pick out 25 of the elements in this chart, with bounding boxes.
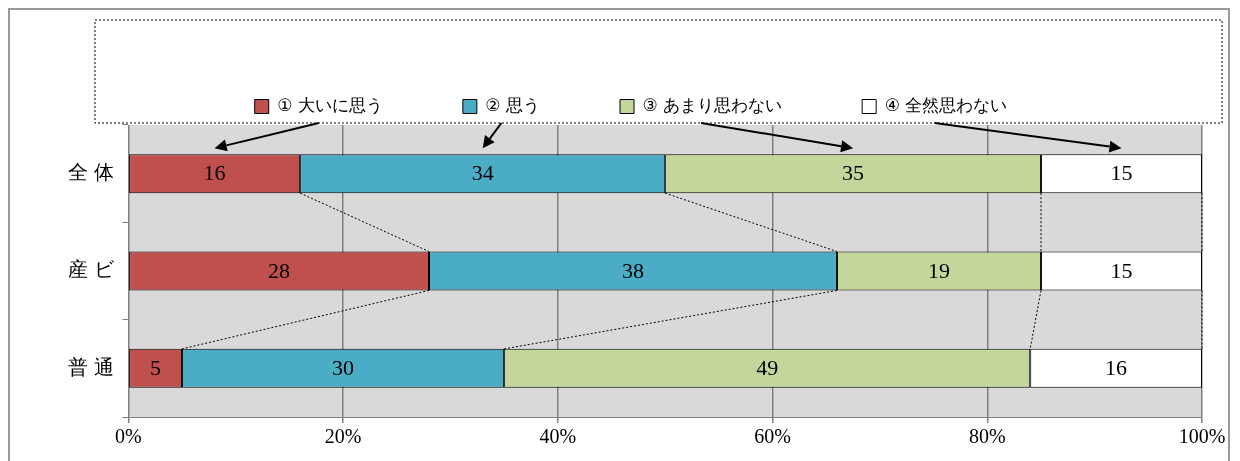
data-label: 5 (150, 355, 162, 381)
y-tick-label: 全 体 (68, 159, 115, 184)
data-label: 15 (1110, 160, 1133, 186)
data-label: 38 (621, 257, 644, 283)
y-tick-label: 普 通 (68, 354, 115, 379)
data-label: 34 (471, 160, 494, 186)
data-label: 28 (268, 257, 291, 283)
x-tick-label: 0% (115, 425, 142, 448)
x-tick-label: 80% (968, 425, 1006, 448)
x-tick-label: 40% (539, 425, 577, 448)
legend-label: ③ あまり思わない (642, 94, 783, 115)
y-tick-label: 産 ビ (68, 257, 116, 282)
data-label: 30 (332, 355, 355, 381)
legend-label: ④ 全然思わない (884, 94, 1008, 115)
x-tick-label: 100% (1178, 425, 1226, 448)
data-label: 16 (1105, 355, 1128, 381)
data-label: 19 (927, 257, 950, 283)
legend-label: ① 大いに思う (277, 94, 383, 115)
data-label: 16 (203, 160, 226, 186)
data-label: 35 (842, 160, 865, 186)
legend-label: ② 思う (485, 94, 541, 115)
x-tick-label: 60% (754, 425, 791, 448)
data-label: 15 (1110, 257, 1133, 283)
x-tick-label: 20% (324, 425, 362, 448)
data-label: 49 (756, 355, 779, 381)
